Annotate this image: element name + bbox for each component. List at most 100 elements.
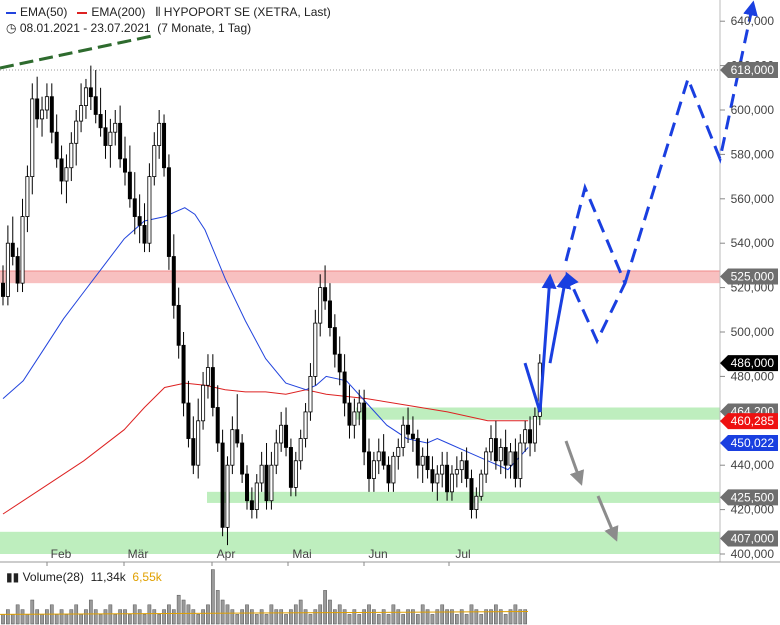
candle (5, 225, 10, 306)
volume-bar (6, 609, 10, 625)
volume-bar (435, 609, 440, 625)
x-tick-label: Mai (292, 547, 311, 561)
candle (152, 132, 157, 186)
volume-bar (118, 609, 122, 625)
volume-bar (484, 609, 488, 625)
candle-body (225, 464, 230, 528)
candle (103, 110, 108, 159)
volume-bar (54, 614, 59, 625)
candle-body (103, 127, 108, 146)
candle-body (440, 464, 445, 475)
candle-body (279, 424, 284, 444)
volume-bar (206, 604, 210, 625)
support-zone (0, 531, 720, 554)
price-tag-label: 450,022 (731, 436, 775, 450)
volume-average-line (0, 611, 529, 615)
volume-bar (157, 614, 162, 625)
candle-body (327, 300, 332, 328)
candle (420, 447, 425, 483)
candle (142, 203, 147, 253)
candle-body (269, 464, 274, 502)
candle (459, 451, 464, 483)
volume-bar (454, 614, 459, 625)
y-tick-label: 560,000 (731, 192, 775, 206)
x-tick-label: Feb (51, 547, 72, 561)
candle (59, 145, 64, 195)
volume-bar (445, 609, 449, 625)
candle-body (254, 482, 259, 510)
candle-body (215, 407, 220, 444)
volume-bar (450, 609, 454, 625)
candle (118, 105, 123, 168)
candle-body (230, 429, 235, 466)
volume-bar (425, 609, 430, 625)
candle (83, 78, 88, 119)
candle (54, 114, 59, 168)
candle (259, 451, 264, 492)
candle (235, 394, 240, 448)
candle-body (332, 327, 337, 355)
projection-dashed (564, 183, 627, 345)
candle-body (532, 415, 537, 444)
price-tag-label: 407,000 (731, 531, 775, 545)
candle-body (152, 145, 157, 178)
y-tick-label: 540,000 (731, 236, 775, 250)
volume-bar (386, 614, 391, 625)
volume-bar (142, 614, 147, 625)
candle-body (235, 429, 240, 444)
y-tick-label: 640,000 (731, 14, 775, 28)
y-tick-label: 440,000 (731, 458, 775, 472)
candle (132, 172, 137, 235)
candle (435, 465, 440, 501)
volume-bar (88, 599, 93, 625)
volume-bar (240, 609, 244, 625)
candle (176, 287, 181, 359)
candle (264, 443, 269, 510)
y-tick-label: 400,000 (731, 547, 775, 561)
candle-body (381, 451, 386, 466)
volume-bar (98, 614, 103, 625)
candle-body (171, 256, 176, 306)
candle-body (259, 464, 264, 484)
down-arrow (596, 495, 619, 542)
candle (488, 425, 493, 461)
candle (440, 451, 445, 488)
volume-bar (215, 590, 220, 625)
ema200-swatch (77, 11, 88, 14)
candle-body (162, 122, 167, 169)
candle (69, 132, 74, 182)
volume-bar (313, 609, 318, 625)
candle (469, 469, 474, 519)
ema50-swatch (6, 11, 16, 14)
volume-bar (59, 609, 64, 625)
candle-body (415, 438, 420, 466)
volume-bar (225, 604, 230, 625)
candle (381, 434, 386, 470)
candle-body (293, 460, 298, 488)
volume-bar (411, 609, 415, 625)
volume-bar (342, 609, 347, 625)
price-tag-bg (720, 268, 778, 285)
volume-bar (269, 604, 274, 625)
candle-body (503, 447, 508, 466)
x-tick-label: Jun (368, 547, 387, 561)
candle (479, 469, 484, 501)
candle-body (264, 464, 269, 502)
candle (464, 447, 469, 488)
price-tag-label: 618,000 (731, 63, 775, 77)
candle (454, 456, 459, 488)
candle (391, 451, 396, 492)
date-range: 08.01.2021 - 23.07.2021 (19, 21, 151, 35)
trendline (0, 34, 153, 70)
price-tag-label: 525,000 (731, 270, 775, 284)
volume-bar (186, 604, 191, 625)
volume-bar (201, 609, 205, 625)
candle-body (464, 460, 469, 479)
candle-body (74, 120, 79, 144)
candle-body (298, 438, 303, 462)
candle (366, 438, 371, 492)
volume-bar (332, 609, 337, 625)
candle-body (79, 105, 84, 122)
volume-bar (79, 614, 83, 625)
